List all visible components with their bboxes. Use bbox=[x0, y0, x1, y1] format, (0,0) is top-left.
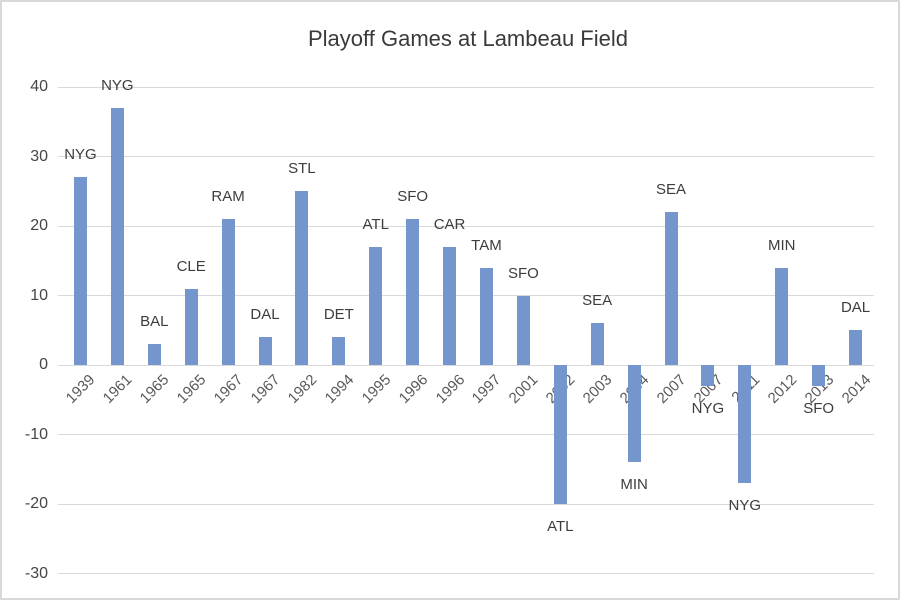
bar bbox=[664, 212, 678, 365]
gridline bbox=[58, 156, 874, 157]
bar bbox=[738, 365, 752, 484]
bar-data-label: CLE bbox=[176, 257, 206, 275]
bar-data-label: ATL bbox=[362, 215, 389, 233]
bar-data-label: SFO bbox=[507, 264, 539, 282]
gridline bbox=[58, 225, 874, 227]
bar bbox=[221, 219, 235, 365]
bar bbox=[516, 295, 530, 365]
y-axis-tick-label: -30 bbox=[24, 564, 48, 582]
y-axis-tick-label: 10 bbox=[30, 286, 48, 304]
bar-data-label: SEA bbox=[582, 292, 613, 310]
bar-data-label: MIN bbox=[620, 476, 648, 494]
bar-data-label: RAM bbox=[211, 188, 245, 206]
bar-data-label: BAL bbox=[140, 313, 169, 331]
y-axis-tick-label: 40 bbox=[30, 78, 48, 95]
bar-data-label: SFO bbox=[803, 399, 835, 417]
bar bbox=[849, 330, 863, 365]
bar-data-label: DET bbox=[323, 306, 354, 324]
bar bbox=[295, 191, 309, 365]
bar-data-label: MIN bbox=[767, 236, 796, 254]
bar-data-label: SEA bbox=[655, 181, 686, 199]
bar bbox=[701, 365, 715, 386]
bar bbox=[443, 246, 457, 365]
bar bbox=[110, 107, 124, 365]
y-axis-tick-label: -10 bbox=[24, 425, 48, 443]
bar-data-label: NYG bbox=[101, 76, 134, 94]
bar bbox=[258, 337, 272, 365]
bar-data-label: TAM bbox=[471, 236, 502, 254]
y-axis-tick-label: -20 bbox=[24, 495, 48, 512]
bar-data-label: DAL bbox=[250, 306, 280, 324]
gridline bbox=[58, 86, 874, 88]
chart-title: Playoff Games at Lambeau Field bbox=[308, 26, 628, 51]
bar bbox=[369, 246, 383, 365]
gridline bbox=[58, 434, 874, 435]
y-axis-tick-label: 0 bbox=[39, 356, 48, 373]
bar bbox=[147, 344, 161, 365]
gridline bbox=[58, 364, 874, 366]
bar bbox=[184, 288, 198, 365]
gridline bbox=[58, 573, 874, 574]
bar bbox=[332, 337, 346, 365]
bar bbox=[73, 177, 87, 365]
bar bbox=[590, 323, 604, 365]
bar-data-label: CAR bbox=[433, 215, 466, 233]
y-axis-tick-label: 20 bbox=[30, 217, 48, 234]
bar-data-label: DAL bbox=[840, 299, 871, 317]
bar bbox=[479, 267, 493, 365]
bar-data-label: ATL bbox=[547, 518, 574, 535]
bar-data-label: STL bbox=[288, 160, 316, 178]
y-axis-tick-label: 30 bbox=[30, 147, 48, 165]
bar bbox=[812, 365, 826, 386]
gridline bbox=[58, 295, 874, 296]
bar bbox=[775, 267, 789, 365]
gridline bbox=[58, 503, 874, 505]
bar-data-label: NYG bbox=[728, 497, 762, 515]
bar bbox=[627, 365, 641, 463]
bar bbox=[553, 365, 567, 504]
bar bbox=[406, 219, 420, 365]
bar-data-label: NYG bbox=[64, 146, 97, 164]
bar-data-label: SFO bbox=[397, 188, 429, 206]
bar-data-label: NYG bbox=[691, 399, 725, 417]
